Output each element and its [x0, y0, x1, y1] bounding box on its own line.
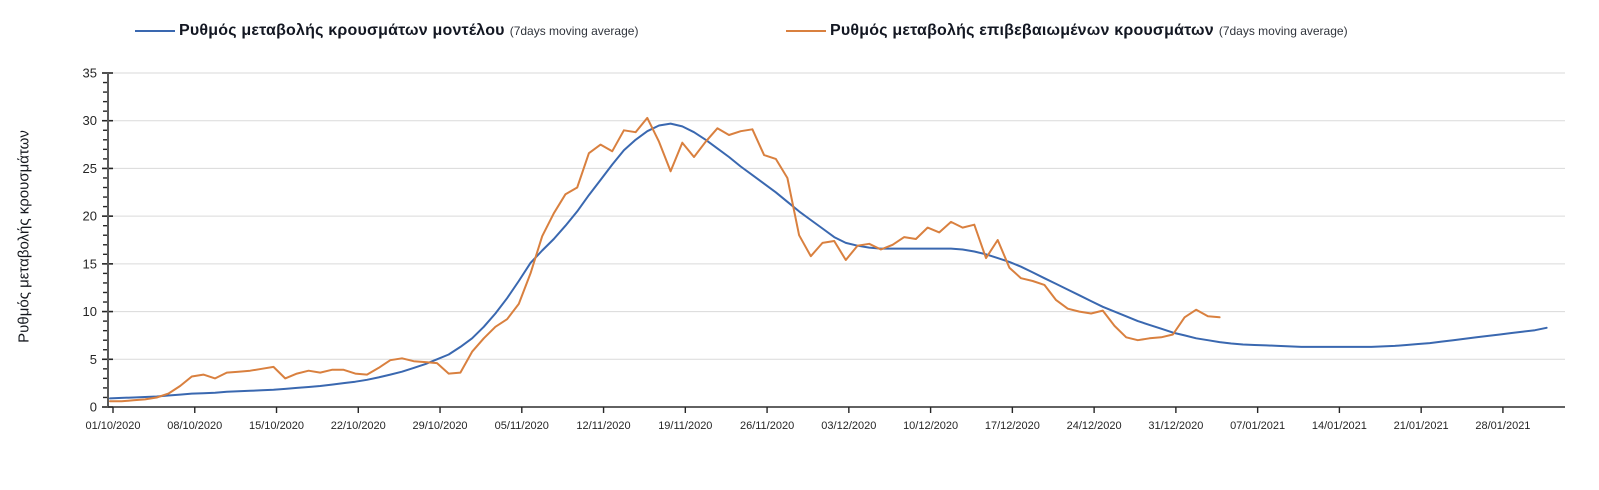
y-tick-label: 15: [83, 256, 97, 271]
x-tick-label: 28/01/2021: [1475, 420, 1530, 432]
y-tick-label: 30: [83, 113, 97, 128]
x-tick-label: 10/12/2020: [903, 420, 958, 432]
x-tick-label: 12/11/2020: [576, 420, 630, 432]
y-tick-label: 25: [83, 161, 97, 176]
legend-suffix-confirmed: (7days moving average): [1218, 24, 1348, 38]
x-tick-label: 26/11/2020: [740, 420, 794, 432]
x-tick-label: 19/11/2020: [658, 420, 712, 432]
legend-label-model: Ρυθμός μεταβολής κρουσμάτων μοντέλου: [179, 22, 505, 39]
y-tick-label: 10: [83, 304, 97, 319]
series-line-confirmed: [109, 116, 1221, 403]
x-tick-label: 22/10/2020: [331, 420, 386, 432]
y-tick-label: 5: [90, 352, 97, 367]
y-tick-label: 0: [90, 400, 97, 415]
legend-item-confirmed: Ρυθμός μεταβολής επιβεβαιωμένων κρουσμάτ…: [786, 22, 1348, 40]
series-line-model: [109, 122, 1548, 400]
y-tick-label: 35: [83, 66, 97, 81]
x-tick-label: 31/12/2020: [1148, 420, 1203, 432]
x-tick-label: 29/10/2020: [413, 420, 468, 432]
x-tick-label: 17/12/2020: [985, 420, 1040, 432]
x-tick-label: 24/12/2020: [1067, 420, 1122, 432]
chart-legend: Ρυθμός μεταβολής κρουσμάτων μοντέλου (7d…: [0, 18, 1599, 48]
legend-suffix-model: (7days moving average): [509, 24, 639, 38]
x-tick-label: 03/12/2020: [821, 420, 876, 432]
y-tick-label: 20: [83, 209, 97, 224]
x-tick-label: 07/01/2021: [1230, 420, 1285, 432]
legend-line-swatch-confirmed: [786, 30, 826, 32]
legend-label-confirmed: Ρυθμός μεταβολής επιβεβαιωμένων κρουσμάτ…: [830, 22, 1214, 39]
x-tick-label: 14/01/2021: [1312, 420, 1367, 432]
x-tick-label: 05/11/2020: [495, 420, 549, 432]
legend-item-model: Ρυθμός μεταβολής κρουσμάτων μοντέλου (7d…: [135, 22, 638, 40]
x-tick-label: 01/10/2020: [85, 420, 140, 432]
x-tick-label: 15/10/2020: [249, 420, 304, 432]
x-tick-label: 21/01/2021: [1394, 420, 1449, 432]
legend-line-swatch-model: [135, 30, 175, 32]
x-tick-label: 08/10/2020: [167, 420, 222, 432]
